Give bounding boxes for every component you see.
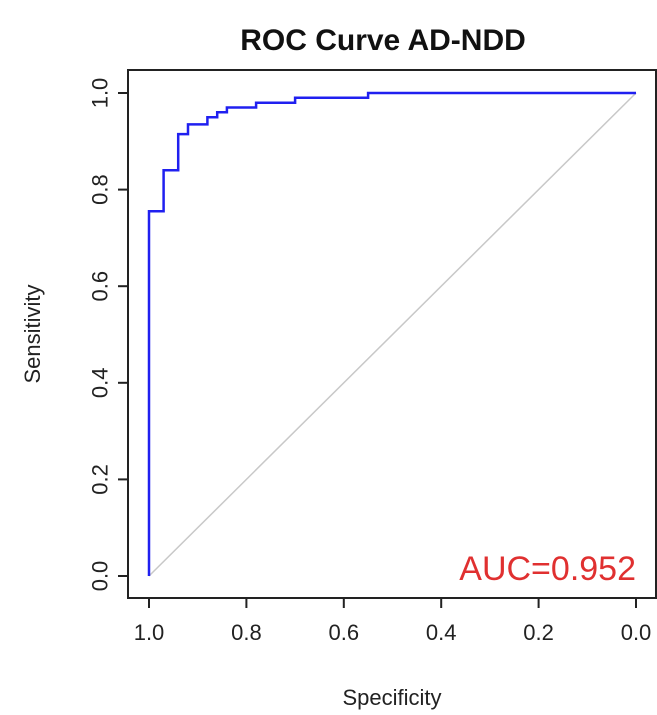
- y-tick-label: 0.2: [88, 464, 113, 495]
- x-tick-label: 1.0: [134, 620, 165, 645]
- x-tick-label: 0.8: [231, 620, 262, 645]
- x-axis-label: Specificity: [342, 685, 441, 710]
- y-tick-label: 0.4: [88, 368, 113, 399]
- y-axis: 0.0 0.2 0.4 0.6 0.8 1.0: [88, 78, 128, 592]
- reference-diagonal-line: [148, 92, 637, 577]
- y-tick-label: 1.0: [88, 78, 113, 109]
- roc-curve-line: [147, 91, 636, 576]
- plot-frame: [127, 69, 657, 599]
- x-tick-label: 0.4: [426, 620, 457, 645]
- x-tick-label: 0.2: [523, 620, 554, 645]
- y-tick-label: 0.0: [88, 561, 113, 592]
- auc-annotation: AUC=0.952: [459, 550, 636, 588]
- x-tick-label: 0.6: [329, 620, 360, 645]
- x-tick-label: 0.0: [621, 620, 652, 645]
- chart-title: ROC Curve AD-NDD: [240, 24, 526, 57]
- y-tick-label: 0.6: [88, 271, 113, 302]
- y-axis-label: Sensitivity: [20, 284, 45, 383]
- x-axis: 1.0 0.8 0.6 0.4 0.2 0.0: [134, 598, 652, 645]
- y-tick-label: 0.8: [88, 174, 113, 205]
